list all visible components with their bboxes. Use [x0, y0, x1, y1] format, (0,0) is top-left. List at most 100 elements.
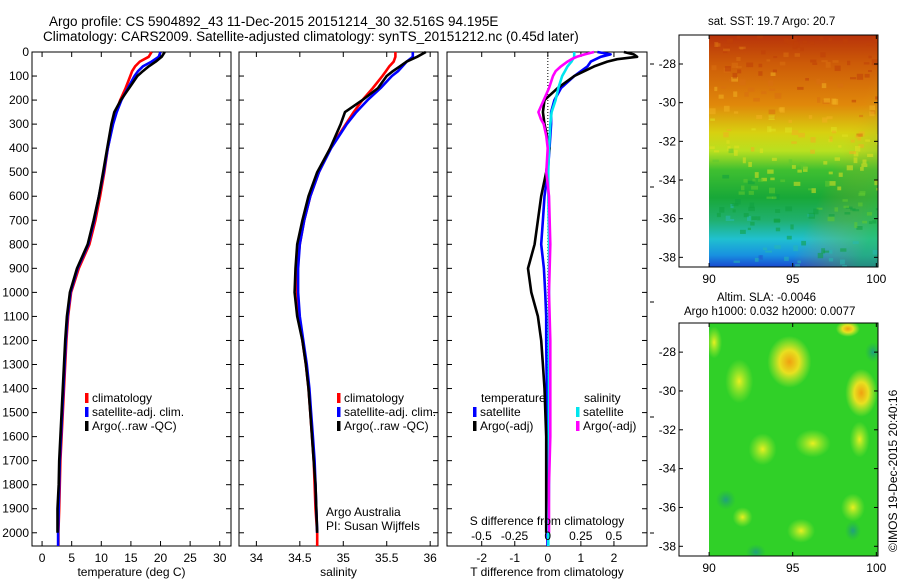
sst-pixel: [872, 250, 878, 255]
x-tick-label: 10: [95, 551, 109, 565]
sst-pixel: [723, 50, 728, 54]
sst-pixel: [847, 60, 851, 66]
sst-pixel: [727, 145, 731, 151]
sla-map-frame: [678, 322, 879, 557]
sst-pixel: [737, 69, 742, 74]
sst-pixel: [716, 212, 721, 218]
lat-tick-label: -34: [659, 462, 677, 476]
sst-pixel: [872, 36, 878, 40]
sst-pixel: [866, 212, 873, 216]
y-tick-label: 100: [9, 69, 29, 83]
sst-pixel: [736, 66, 742, 69]
sst-pixel: [838, 172, 843, 177]
sst-pixel: [768, 80, 774, 87]
sst-pixel: [739, 79, 746, 86]
legend-entry: satellite: [480, 405, 521, 419]
sla-anomaly-blob: [732, 507, 753, 528]
sst-pixel: [801, 240, 807, 246]
sst-pixel: [774, 92, 782, 99]
sst-pixel: [724, 46, 730, 51]
salinity-series-argo: [293, 50, 427, 533]
sst-pixel: [759, 148, 764, 154]
sst-pixel: [719, 207, 725, 213]
x-tick-label: 25: [183, 551, 197, 565]
sst-pixel: [868, 221, 873, 225]
sst-pixel: [751, 128, 756, 131]
sst-pixel: [744, 92, 749, 97]
figure-title-line1: Argo profile: CS 5904892_43 11-Dec-2015 …: [49, 14, 499, 29]
sst-pixel: [841, 134, 848, 137]
sst-pixel: [771, 157, 777, 161]
temperature-profile-frame: [31, 51, 232, 547]
sst-pixel: [821, 83, 827, 89]
sla-map-title: Altim. SLA: -0.0046: [717, 292, 816, 304]
sst-pixel: [855, 145, 861, 152]
sst-pixel: [748, 161, 752, 167]
sst-pixel: [726, 128, 732, 132]
sla-anomaly-blob: [745, 544, 766, 556]
sst-pixel: [821, 60, 828, 63]
s-tick-label: -0.25: [501, 529, 529, 543]
sla-anomaly-blob: [864, 342, 878, 363]
sst-pixel: [793, 181, 801, 186]
sst-pixel: [758, 63, 763, 68]
x-tick-label: 5: [68, 551, 75, 565]
x-tick-label: 35.5: [375, 551, 399, 565]
sst-pixel: [811, 188, 816, 194]
sst-pixel: [749, 202, 755, 208]
sst-pixel: [827, 216, 835, 222]
sst-pixel: [792, 47, 798, 50]
lon-tick-label: 100: [866, 272, 886, 286]
sst-pixel: [793, 245, 799, 252]
sla-anomaly-blob: [715, 489, 736, 510]
sst-pixel: [828, 214, 835, 217]
sst-pixel: [850, 77, 857, 80]
lat-tick-label: -34: [659, 173, 677, 187]
lat-tick-label: -32: [659, 423, 677, 437]
difference-series-s-argo: [537, 50, 595, 533]
sst-pixel: [748, 190, 754, 195]
sst-pixel: [842, 265, 847, 267]
sla-anomaly-blob: [844, 520, 861, 541]
sst-pixel: [857, 134, 861, 141]
sla-anomaly-blob: [835, 323, 860, 337]
sst-pixel: [829, 181, 836, 186]
sst-pixel: [709, 108, 716, 115]
sst-pixel: [714, 86, 718, 92]
sst-pixel: [852, 209, 860, 212]
x-tick-label: 2: [611, 551, 618, 565]
legend-swatch: [576, 407, 580, 417]
sst-pixel: [876, 134, 878, 140]
sst-pixel: [829, 136, 833, 142]
sst-pixel: [860, 166, 864, 171]
sst-pixel: [754, 257, 759, 262]
sst-pixel: [846, 165, 853, 171]
copyright-label: ©IMOS 19-Dec-2015 20:40:16: [886, 389, 900, 552]
sst-pixel: [715, 43, 721, 47]
s-tick-label: 0: [544, 529, 551, 543]
sst-pixel: [872, 220, 877, 224]
legend-entry: satellite-adj. clim.: [344, 405, 436, 419]
sst-pixel: [761, 91, 767, 95]
sst-pixel: [837, 186, 842, 191]
lon-tick-label: 100: [866, 561, 886, 575]
sst-pixel: [731, 203, 739, 207]
temperature-series-climatology: [57, 51, 153, 546]
sst-pixel: [828, 171, 833, 175]
legend-swatch: [576, 421, 580, 431]
sst-pixel: [819, 36, 824, 40]
sst-pixel: [738, 191, 745, 195]
sst-pixel: [788, 119, 792, 123]
sla-anomaly-blob: [845, 368, 878, 417]
sst-pixel: [817, 252, 824, 259]
temperature-series-argo: [56, 51, 166, 533]
sst-pixel: [736, 57, 741, 62]
sst-pixel: [791, 130, 799, 136]
sst-pixel: [766, 59, 771, 62]
sst-pixel: [823, 250, 830, 253]
sst-pixel: [813, 208, 819, 215]
legend-swatch: [337, 393, 341, 403]
y-tick-label: 1200: [2, 333, 29, 347]
sst-pixel: [742, 157, 746, 164]
difference-profile-xlabel: T difference from climatology: [470, 565, 624, 579]
